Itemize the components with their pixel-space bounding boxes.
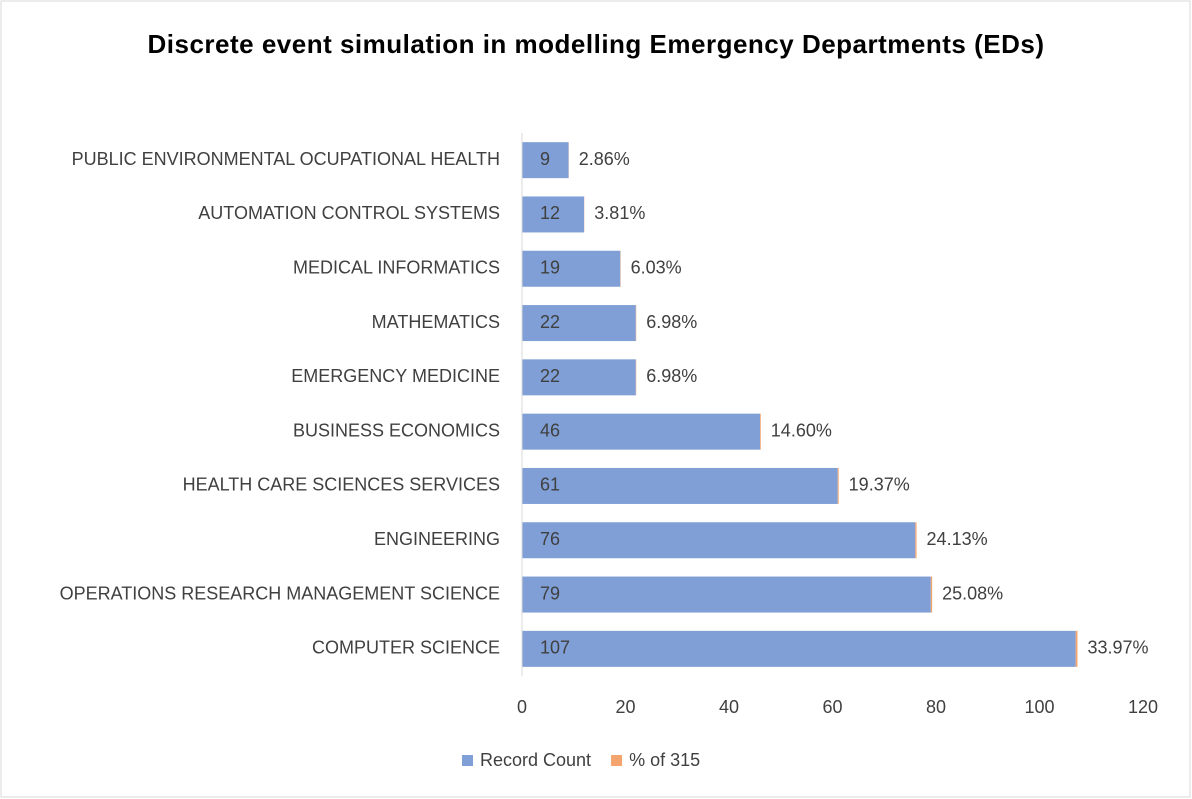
legend-swatch: [611, 755, 623, 766]
y-tick-label: EMERGENCY MEDICINE: [291, 366, 500, 386]
data-label: 25.08%: [942, 583, 1003, 603]
x-tick-label: 0: [517, 697, 527, 717]
data-label: 6.03%: [631, 258, 682, 278]
bar: [837, 467, 839, 504]
bar: [522, 196, 585, 233]
bar: [522, 359, 636, 396]
legend-swatch: [462, 755, 473, 766]
data-label: 61: [540, 475, 560, 495]
data-label: 107: [540, 638, 570, 658]
data-label: 22: [540, 312, 560, 332]
data-label: 14.60%: [771, 420, 832, 440]
data-label: 6.98%: [646, 312, 697, 332]
data-label: 2.86%: [579, 149, 630, 169]
bar: [522, 413, 761, 450]
data-label: 3.81%: [594, 203, 645, 223]
data-label: 24.13%: [927, 529, 988, 549]
bar: [522, 522, 916, 559]
bar: [915, 522, 917, 559]
y-tick-label: BUSINESS ECONOMICS: [293, 420, 500, 440]
x-tick-label: 20: [615, 697, 635, 717]
bar: [522, 250, 621, 287]
data-label: 76: [540, 529, 560, 549]
bar: [522, 305, 636, 342]
bar: [930, 576, 933, 613]
y-tick-label: OPERATIONS RESEARCH MANAGEMENT SCIENCE: [60, 583, 500, 603]
y-tick-label: HEALTH CARE SCIENCES SERVICES: [183, 475, 500, 495]
data-label: 12: [540, 203, 560, 223]
legend-label: % of 315: [629, 750, 700, 770]
data-label: 33.97%: [1087, 638, 1148, 658]
data-label: 22: [540, 366, 560, 386]
data-label: 79: [540, 583, 560, 603]
data-label: 46: [540, 420, 560, 440]
y-tick-label: MATHEMATICS: [372, 312, 500, 332]
bar: [1075, 630, 1078, 667]
data-label: 19.37%: [849, 475, 910, 495]
bar: [522, 467, 838, 504]
x-tick-label: 120: [1128, 697, 1158, 717]
x-tick-label: 80: [926, 697, 946, 717]
x-tick-label: 40: [719, 697, 739, 717]
y-tick-label: PUBLIC ENVIRONMENTAL OCUPATIONAL HEALTH: [72, 149, 500, 169]
y-tick-label: COMPUTER SCIENCE: [312, 638, 500, 658]
y-tick-label: ENGINEERING: [374, 529, 500, 549]
bar: [522, 142, 569, 179]
y-tick-label: AUTOMATION CONTROL SYSTEMS: [198, 203, 500, 223]
chart-title: Discrete event simulation in modelling E…: [147, 29, 1045, 59]
bar: [760, 413, 761, 450]
bar: [522, 576, 931, 613]
data-label: 9: [540, 149, 550, 169]
bar: [522, 630, 1076, 667]
y-tick-label: MEDICAL INFORMATICS: [293, 258, 500, 278]
legend-label: Record Count: [480, 750, 591, 770]
x-tick-label: 100: [1024, 697, 1054, 717]
data-label: 19: [540, 258, 560, 278]
data-label: 6.98%: [646, 366, 697, 386]
x-tick-label: 60: [822, 697, 842, 717]
